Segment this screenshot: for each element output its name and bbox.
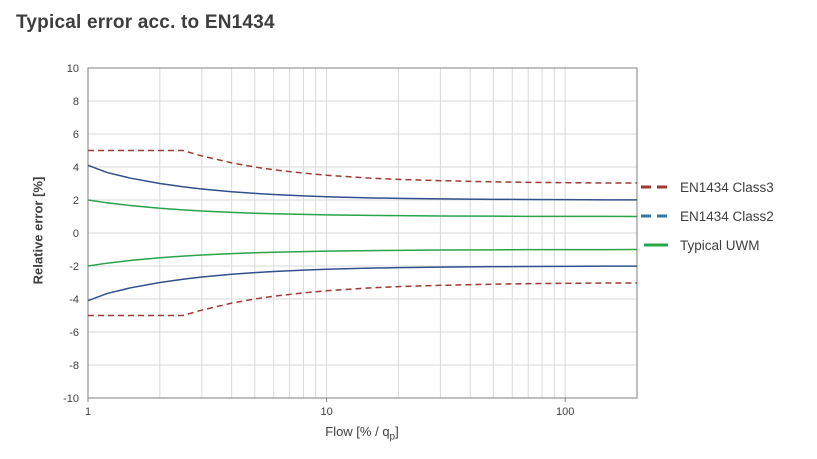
legend-label-uwm: Typical UWM	[680, 237, 760, 253]
x-axis-label: Flow [% / qp]	[262, 424, 462, 443]
series-line-2-lower	[87, 248, 638, 267]
legend: EN1434 Class3 EN1434 Class2 Typical UWM	[640, 176, 774, 263]
legend-item-class2: EN1434 Class2	[640, 205, 774, 227]
x-tick-label: 10	[320, 406, 332, 418]
y-tick-label: -2	[69, 261, 79, 273]
legend-label-class2: EN1434 Class2	[680, 208, 774, 224]
series-line-2-upper	[87, 199, 638, 218]
y-tick-label: -8	[69, 360, 79, 372]
x-axis-label-prefix: Flow [% / q	[325, 424, 390, 439]
legend-label-class3: EN1434 Class3	[680, 179, 774, 195]
y-tick-label: 8	[73, 96, 79, 108]
y-tick-label: 0	[73, 228, 79, 240]
plot-border	[87, 67, 638, 399]
page-title: Typical error acc. to EN1434	[16, 12, 275, 33]
x-tick-label: 100	[556, 406, 574, 418]
y-tick-label: -6	[69, 327, 79, 339]
y-tick-label: -10	[63, 393, 79, 405]
y-tick-label: 2	[73, 195, 79, 207]
x-axis-label-suffix: ]	[395, 424, 399, 439]
series-line-1-lower	[87, 265, 637, 302]
y-tick-label: 6	[73, 129, 79, 141]
series-line-1-upper	[87, 164, 637, 201]
x-tick-label: 1	[85, 406, 91, 418]
x-axis-label-subscript: p	[389, 431, 396, 443]
y-tick-label: 10	[67, 63, 79, 75]
legend-item-uwm: Typical UWM	[640, 234, 774, 256]
y-tick-label: 4	[73, 162, 79, 174]
series-line-0-lower	[88, 282, 637, 317]
y-axis-label: Relative error [%]	[30, 176, 46, 285]
legend-item-class3: EN1434 Class3	[640, 176, 774, 198]
class2-line-marker-icon	[641, 214, 673, 218]
series-line-0-upper	[88, 149, 637, 184]
uwm-line-marker-icon	[644, 243, 668, 247]
class3-line-marker-icon	[641, 185, 673, 189]
y-tick-label: -4	[69, 294, 79, 306]
